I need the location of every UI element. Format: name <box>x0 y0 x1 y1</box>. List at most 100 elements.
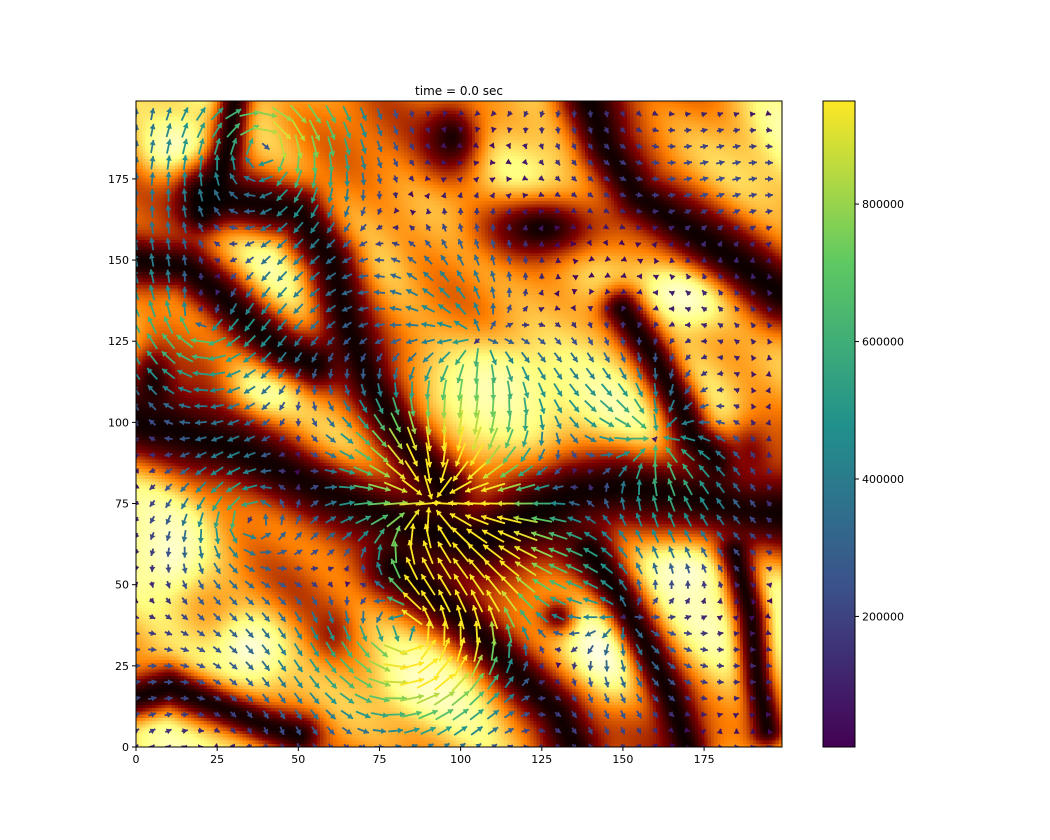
quiver-arrow <box>295 726 302 736</box>
quiver-arrow <box>684 369 691 378</box>
quiver-arrow <box>505 142 512 149</box>
quiver-arrow <box>468 558 486 579</box>
quiver-arrow <box>667 662 677 670</box>
quiver-arrow <box>242 351 257 364</box>
quiver-arrow <box>487 674 500 690</box>
quiver-arrow <box>618 578 628 591</box>
quiver-arrow <box>599 435 615 443</box>
quiver-arrow <box>457 160 463 167</box>
quiver-arrow <box>490 126 497 133</box>
quiver-arrow <box>294 565 303 572</box>
quiver-arrow <box>355 431 371 446</box>
quiver-arrow <box>402 591 422 611</box>
quiver-arrow <box>669 257 676 264</box>
quiver-arrow <box>551 613 565 621</box>
quiver-arrow <box>211 495 223 512</box>
quiver-arrow <box>437 589 451 613</box>
quiver-arrow <box>344 581 351 587</box>
x-tick-label: 100 <box>450 753 471 766</box>
quiver-arrow <box>197 289 204 296</box>
quiver-arrow <box>587 321 593 329</box>
quiver-arrow <box>136 679 141 686</box>
quiver-arrow <box>311 565 319 572</box>
quiver-arrow <box>603 126 610 134</box>
quiver-arrow <box>635 495 642 512</box>
quiver-arrow <box>750 289 757 296</box>
quiver-arrow <box>587 159 594 166</box>
quiver-arrow <box>212 629 222 638</box>
quiver-arrow <box>651 436 658 443</box>
quiver-arrow <box>342 105 352 123</box>
quiver-arrow <box>683 662 693 669</box>
quiver-arrow <box>325 434 337 444</box>
quiver-arrow <box>227 318 240 332</box>
quiver-arrow <box>570 175 578 182</box>
quiver-arrow <box>176 369 193 378</box>
quiver-arrow <box>665 416 678 428</box>
quiver-arrow <box>228 645 238 654</box>
quiver-arrow <box>325 641 337 658</box>
quiver-arrow <box>733 322 741 329</box>
quiver-arrow <box>615 450 631 459</box>
quiver-arrow <box>227 419 240 426</box>
quiver-arrow <box>570 223 577 230</box>
quiver-arrow <box>405 321 419 328</box>
quiver-arrow <box>667 241 674 248</box>
quiver-arrow <box>344 368 351 379</box>
quiver-arrow <box>603 709 610 720</box>
quiver-arrow <box>149 205 156 218</box>
quiver-arrow <box>165 514 172 525</box>
quiver-arrow <box>466 528 488 544</box>
quiver-arrow <box>358 337 368 345</box>
quiver-arrow <box>539 414 546 431</box>
quiver-arrow <box>209 387 225 394</box>
quiver-arrow <box>374 257 385 264</box>
quiver-arrow <box>166 139 172 154</box>
quiver-arrow <box>667 529 676 543</box>
quiver-arrow <box>277 643 287 656</box>
quiver-arrow <box>247 516 253 524</box>
quiver-arrow <box>537 367 547 381</box>
quiver-arrow <box>535 466 548 476</box>
quiver-arrow <box>388 427 403 450</box>
quiver-arrow <box>554 727 562 734</box>
quiver-arrow <box>489 621 496 646</box>
quiver-arrow <box>749 662 756 669</box>
quiver-arrow <box>342 625 352 642</box>
quiver-arrow <box>226 466 241 476</box>
quiver-arrow <box>136 403 140 411</box>
quiver-arrow <box>651 512 659 528</box>
quiver-arrow <box>278 134 287 159</box>
quiver-arrow <box>469 573 485 596</box>
quiver-arrow <box>374 322 385 328</box>
quiver-arrow <box>386 711 406 718</box>
quiver-arrow <box>734 581 741 588</box>
quiver-arrow <box>440 177 447 183</box>
quiver-arrow <box>716 614 723 621</box>
quiver-arrow <box>253 126 279 135</box>
quiver-arrow <box>472 410 481 435</box>
quiver-arrow <box>653 257 660 265</box>
quiver-arrow <box>682 479 693 496</box>
quiver-arrow <box>271 106 293 122</box>
quiver-arrow <box>684 580 691 589</box>
quiver-arrow <box>241 500 259 508</box>
quiver-arrow <box>749 257 756 263</box>
quiver-arrow <box>539 645 545 654</box>
quiver-arrow <box>554 415 562 430</box>
quiver-arrow <box>667 495 676 512</box>
quiver-arrow <box>423 255 433 265</box>
quiver-arrow <box>338 467 356 475</box>
quiver-arrow <box>387 444 405 466</box>
quiver-arrow <box>341 416 353 429</box>
quiver-arrow <box>324 692 337 705</box>
quiver-arrow <box>586 499 595 508</box>
quiver-arrow <box>136 271 139 284</box>
quiver-arrow <box>147 679 157 686</box>
quiver-arrow <box>532 500 551 507</box>
quiver-arrow <box>148 728 156 735</box>
quiver-arrow <box>244 564 256 573</box>
quiver-arrow <box>471 426 482 451</box>
quiver-arrow <box>683 143 692 150</box>
